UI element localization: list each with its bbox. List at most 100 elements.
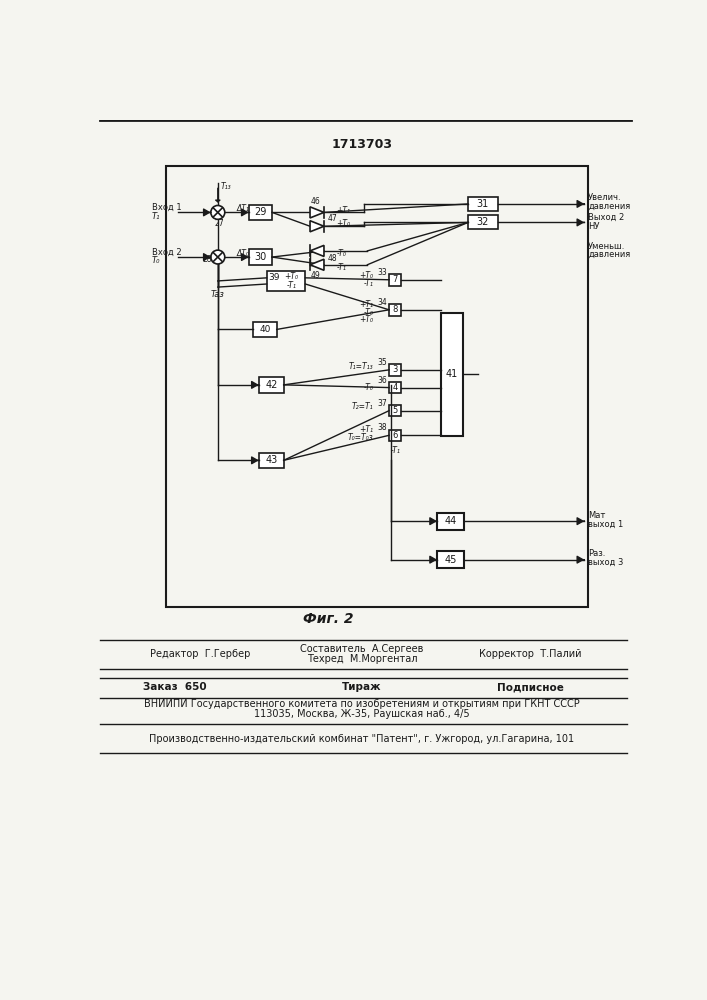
Text: 46: 46 xyxy=(310,197,320,206)
Bar xyxy=(249,205,272,220)
Text: давления: давления xyxy=(588,250,631,259)
Text: Раз.: Раз. xyxy=(588,549,606,558)
Text: +T₁: +T₁ xyxy=(360,300,373,309)
Text: 31: 31 xyxy=(477,199,489,209)
Text: 40: 40 xyxy=(259,325,271,334)
Polygon shape xyxy=(310,207,324,218)
Text: Фиг. 2: Фиг. 2 xyxy=(303,612,354,626)
Text: T₂=T₁: T₂=T₁ xyxy=(352,402,373,411)
Text: +T₀: +T₀ xyxy=(284,272,298,281)
Text: 28: 28 xyxy=(202,255,211,264)
Text: Выход 2: Выход 2 xyxy=(588,213,624,222)
Text: +T₀: +T₀ xyxy=(360,271,373,280)
Text: T₁₃: T₁₃ xyxy=(221,182,231,191)
Text: Мат: Мат xyxy=(588,511,606,520)
Text: 1713703: 1713703 xyxy=(332,138,392,151)
Bar xyxy=(389,382,402,393)
Text: 29: 29 xyxy=(255,207,267,217)
Bar xyxy=(437,551,464,568)
Text: 3: 3 xyxy=(392,365,398,374)
Text: 42: 42 xyxy=(265,380,277,390)
Text: 27: 27 xyxy=(214,219,224,228)
Text: ΔT₀: ΔT₀ xyxy=(236,249,250,258)
Text: -T₁: -T₁ xyxy=(337,263,346,272)
Bar xyxy=(389,364,402,376)
Text: 113035, Москва, Ж-35, Раушская наб., 4/5: 113035, Москва, Ж-35, Раушская наб., 4/5 xyxy=(254,709,469,719)
Polygon shape xyxy=(310,221,324,232)
Bar xyxy=(441,312,462,436)
Text: -T₀: -T₀ xyxy=(337,249,346,258)
Text: 37: 37 xyxy=(378,399,387,408)
Text: 49: 49 xyxy=(310,271,320,280)
Text: +T₁: +T₁ xyxy=(360,425,373,434)
Text: T₁: T₁ xyxy=(152,212,160,221)
Bar xyxy=(437,513,464,530)
Text: Уменьш.: Уменьш. xyxy=(588,242,626,251)
Text: Техред  М.Моргентал: Техред М.Моргентал xyxy=(307,654,417,664)
Text: давления: давления xyxy=(588,202,631,211)
Text: 48: 48 xyxy=(327,254,337,263)
Text: 4: 4 xyxy=(392,383,398,392)
Text: -T₀: -T₀ xyxy=(363,308,373,317)
Text: +T₀: +T₀ xyxy=(360,315,373,324)
Text: 47: 47 xyxy=(327,214,337,223)
Text: +T₁: +T₁ xyxy=(337,206,351,215)
Text: T₀=T₀з: T₀=T₀з xyxy=(348,433,373,442)
Text: 33: 33 xyxy=(378,268,387,277)
Bar xyxy=(166,166,588,607)
Text: +T₀: +T₀ xyxy=(337,219,351,228)
Text: 7: 7 xyxy=(392,275,398,284)
Text: выход 3: выход 3 xyxy=(588,558,624,567)
Bar xyxy=(468,215,498,229)
Text: ΔT₁: ΔT₁ xyxy=(236,204,250,213)
Text: T₀: T₀ xyxy=(152,256,160,265)
Text: -T₁: -T₁ xyxy=(286,281,296,290)
Bar xyxy=(389,304,402,316)
Bar xyxy=(259,453,284,468)
Bar xyxy=(389,405,402,416)
Polygon shape xyxy=(310,245,324,256)
Text: Вход 2: Вход 2 xyxy=(152,248,182,257)
Text: Производственно-издательский комбинат "Патент", г. Ужгород, ул.Гагарина, 101: Производственно-издательский комбинат "П… xyxy=(149,734,575,744)
Text: ВНИИПИ Государственного комитета по изобретениям и открытиям при ГКНТ СССР: ВНИИПИ Государственного комитета по изоб… xyxy=(144,699,580,709)
Text: Тираж: Тираж xyxy=(342,682,382,692)
Text: 32: 32 xyxy=(477,217,489,227)
Text: 30: 30 xyxy=(255,252,267,262)
Text: 8: 8 xyxy=(392,305,398,314)
Text: 44: 44 xyxy=(445,516,457,526)
Text: Подписное: Подписное xyxy=(497,682,563,692)
Text: -T₁: -T₁ xyxy=(363,279,373,288)
Bar xyxy=(389,430,402,441)
Circle shape xyxy=(211,250,225,264)
Text: Вход 1: Вход 1 xyxy=(152,203,182,212)
Text: 35: 35 xyxy=(378,358,387,367)
Circle shape xyxy=(211,205,225,219)
Text: 45: 45 xyxy=(445,555,457,565)
Text: Заказ  650: Заказ 650 xyxy=(143,682,206,692)
Bar xyxy=(468,197,498,211)
Text: Составитель  А.Сергеев: Составитель А.Сергеев xyxy=(300,644,423,654)
Text: T₁=T₁₃: T₁=T₁₃ xyxy=(349,362,373,371)
Bar xyxy=(389,274,402,286)
Text: НУ: НУ xyxy=(588,222,600,231)
Text: 36: 36 xyxy=(378,376,387,385)
Bar xyxy=(253,322,276,337)
Bar xyxy=(249,249,272,265)
Text: -T₀: -T₀ xyxy=(363,383,373,392)
Text: Корректор  Т.Палий: Корректор Т.Палий xyxy=(479,649,581,659)
Text: 5: 5 xyxy=(392,406,398,415)
Text: 43: 43 xyxy=(265,455,277,465)
Bar xyxy=(267,271,305,291)
Text: 38: 38 xyxy=(378,424,387,432)
Text: -T₁: -T₁ xyxy=(390,446,400,455)
Text: 41: 41 xyxy=(445,369,458,379)
Bar xyxy=(259,377,284,393)
Polygon shape xyxy=(310,259,324,270)
Text: Taз: Taз xyxy=(211,290,225,299)
Text: Редактор  Г.Гербер: Редактор Г.Гербер xyxy=(151,649,251,659)
Text: выход 1: выход 1 xyxy=(588,520,624,529)
Text: 6: 6 xyxy=(392,431,398,440)
Text: Увелич.: Увелич. xyxy=(588,192,622,202)
Text: 34: 34 xyxy=(378,298,387,307)
Text: 39: 39 xyxy=(269,273,280,282)
